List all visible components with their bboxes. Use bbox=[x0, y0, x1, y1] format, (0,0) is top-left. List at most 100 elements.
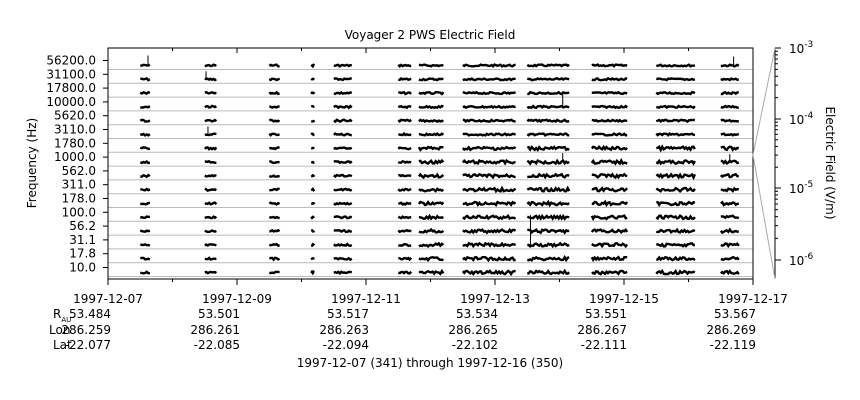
ephemeris-value-lon: 286.269 bbox=[706, 323, 756, 337]
y-tick-label: 1780.0 bbox=[54, 136, 96, 150]
channel-trace bbox=[310, 160, 315, 164]
channel-trace bbox=[655, 63, 696, 68]
y-tick-label: 31.1 bbox=[69, 233, 96, 247]
channel-trace bbox=[398, 201, 412, 206]
channel-trace bbox=[591, 172, 628, 180]
channel-trace bbox=[461, 145, 517, 152]
chart-title: Voyager 2 PWS Electric Field bbox=[345, 28, 516, 42]
channel-trace bbox=[269, 187, 280, 192]
channel-trace bbox=[526, 185, 571, 193]
channel-trace bbox=[417, 200, 445, 207]
r-au-label: RAU bbox=[53, 307, 71, 324]
channel-trace bbox=[418, 158, 445, 166]
channel-trace bbox=[268, 174, 281, 178]
channel-trace bbox=[398, 76, 412, 82]
channel-trace bbox=[462, 200, 517, 207]
channel-trace bbox=[527, 172, 570, 180]
ephemeris-value-lon: 286.267 bbox=[577, 323, 627, 337]
y-tick-label: 1000.0 bbox=[54, 150, 96, 164]
y-tick-label: 178.0 bbox=[62, 192, 96, 206]
channel-trace bbox=[398, 242, 412, 248]
channel-trace bbox=[655, 172, 696, 181]
channel-trace bbox=[462, 241, 517, 249]
channel-trace bbox=[310, 201, 316, 206]
channel-trace bbox=[462, 63, 516, 68]
channel-trace bbox=[268, 160, 280, 165]
channel-trace bbox=[461, 269, 516, 277]
channel-trace bbox=[720, 186, 740, 193]
y-tick-label: 31100.0 bbox=[46, 67, 96, 81]
channel-trace bbox=[591, 76, 628, 82]
channel-trace bbox=[268, 63, 280, 68]
y-tick-label: 17.8 bbox=[69, 247, 96, 261]
channel-trace bbox=[591, 90, 628, 96]
channel-trace bbox=[591, 63, 628, 68]
channel-trace bbox=[462, 132, 516, 137]
channel-trace bbox=[268, 118, 281, 123]
channel-trace bbox=[720, 145, 740, 152]
channel-trace bbox=[397, 159, 412, 164]
channel-trace bbox=[269, 146, 280, 151]
channel-trace bbox=[397, 90, 412, 96]
channel-trace bbox=[204, 132, 217, 137]
channel-trace bbox=[462, 185, 517, 194]
channel-trace bbox=[310, 132, 315, 137]
channel-trace bbox=[310, 269, 315, 276]
axis-connector-top bbox=[752, 47, 776, 156]
y-tick-label: 56.2 bbox=[69, 219, 96, 233]
channel-trace bbox=[720, 63, 740, 68]
channel-trace bbox=[591, 104, 629, 110]
ephemeris-value-lon: 286.265 bbox=[448, 323, 498, 337]
channel-trace bbox=[720, 242, 740, 249]
channel-trace bbox=[462, 104, 516, 109]
channel-trace bbox=[333, 63, 352, 68]
channel-trace bbox=[333, 118, 353, 124]
channel-trace bbox=[139, 243, 151, 247]
channel-trace bbox=[655, 227, 696, 235]
channel-trace bbox=[268, 201, 281, 206]
channel-trace bbox=[720, 255, 740, 261]
channel-trace bbox=[310, 77, 315, 81]
channel-trace bbox=[333, 270, 352, 276]
channel-trace bbox=[461, 158, 516, 166]
channel-trace bbox=[204, 118, 218, 123]
channel-trace bbox=[418, 227, 445, 234]
y-axis-label: Frequency (Hz) bbox=[25, 118, 39, 209]
channel-trace bbox=[526, 63, 570, 68]
channel-trace bbox=[139, 132, 151, 137]
ephemeris-value-r_au: 53.484 bbox=[69, 307, 111, 321]
channel-trace bbox=[720, 200, 739, 207]
channel-trace bbox=[527, 90, 570, 96]
right-axis-label: Electric Field (V/m) bbox=[823, 106, 837, 219]
channel-trace bbox=[140, 187, 151, 192]
channel-trace bbox=[462, 227, 517, 235]
channel-trace bbox=[139, 90, 151, 95]
channel-trace bbox=[204, 77, 217, 82]
channel-trace bbox=[526, 104, 570, 110]
channel-trace bbox=[333, 242, 353, 248]
channel-trace bbox=[333, 173, 353, 179]
channel-trace bbox=[655, 255, 696, 262]
channel-trace bbox=[590, 214, 628, 222]
channel-trace bbox=[527, 241, 570, 249]
channel-trace bbox=[139, 159, 150, 165]
channel-trace bbox=[139, 118, 151, 123]
channel-trace bbox=[140, 105, 151, 109]
channel-trace bbox=[526, 268, 571, 276]
channel-trace bbox=[655, 118, 695, 124]
channel-trace bbox=[204, 173, 217, 178]
ephemeris-row-labels: RAU Lon Lat bbox=[49, 307, 72, 352]
right-tick-label: 10-5 bbox=[789, 180, 813, 196]
channel-trace bbox=[418, 63, 444, 68]
channel-trace bbox=[310, 256, 315, 261]
channel-trace bbox=[397, 228, 412, 234]
channel-trace bbox=[590, 144, 628, 152]
channel-trace bbox=[591, 242, 629, 249]
right-tick-label: 10-6 bbox=[789, 252, 814, 268]
channel-trace bbox=[526, 213, 570, 221]
channel-trace bbox=[310, 173, 316, 178]
channel-trace bbox=[397, 63, 412, 69]
channel-trace bbox=[333, 91, 353, 96]
channel-trace bbox=[333, 215, 353, 220]
